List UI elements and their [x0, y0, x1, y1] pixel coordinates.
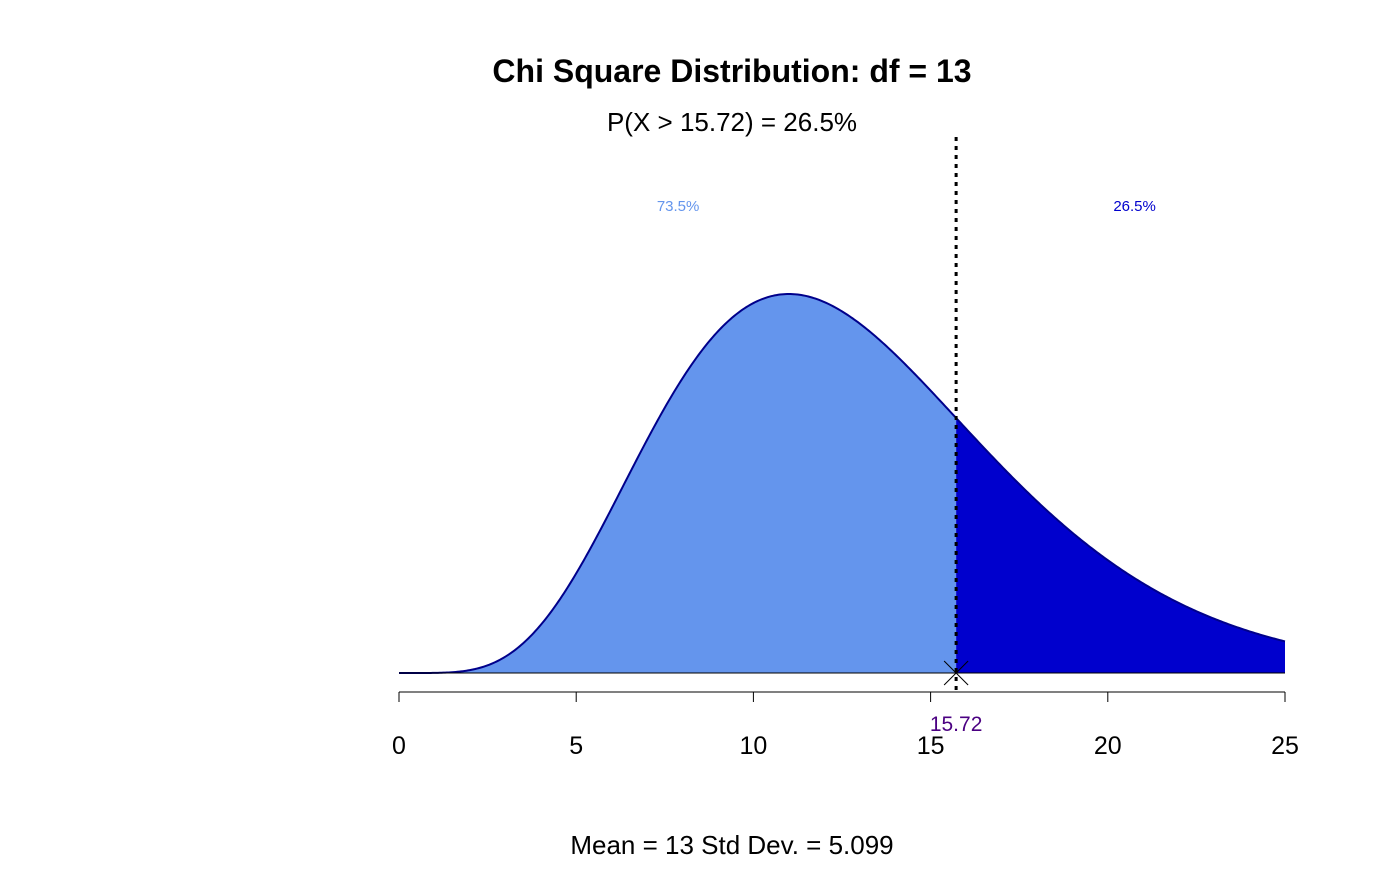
- x-axis: 0 5 10 15 20 25: [392, 691, 1299, 760]
- right-region-label: 26.5%: [1113, 198, 1156, 215]
- x-tick-label: 15: [917, 732, 945, 760]
- right-tail-area: [956, 418, 1285, 673]
- critical-value-label: 15.72: [930, 713, 983, 736]
- x-tick-label: 10: [739, 732, 767, 760]
- footer-stats: Mean = 13 Std Dev. = 5.099: [570, 830, 893, 860]
- critical-value-marker: [943, 660, 969, 686]
- density-curve: [399, 292, 1286, 674]
- x-tick-label: 20: [1094, 732, 1122, 760]
- left-tail-area: [399, 294, 957, 673]
- x-tick-label: 5: [569, 732, 583, 760]
- left-region-label: 73.5%: [657, 198, 700, 215]
- x-tick-label: 0: [392, 732, 406, 760]
- chart-title: Chi Square Distribution: df = 13: [492, 53, 971, 89]
- chart-subtitle: P(X > 15.72) = 26.5%: [607, 107, 857, 137]
- x-tick-label: 25: [1271, 732, 1299, 760]
